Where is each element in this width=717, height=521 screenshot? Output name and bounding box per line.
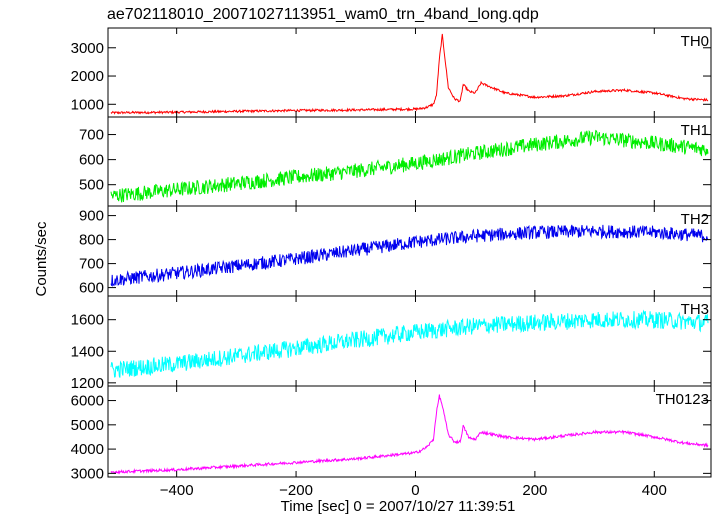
y-tick-label: 900	[79, 208, 104, 225]
x-tick-label: 400	[642, 482, 667, 499]
series-line-th0	[110, 33, 709, 115]
x-tick-label: 200	[522, 482, 547, 499]
y-tick-label: 600	[79, 152, 104, 169]
series-label-th1: TH1	[681, 122, 709, 139]
x-tick-label: 0	[411, 482, 419, 499]
panel-th3: 1200 1400 1600 TH3	[71, 295, 712, 392]
y-axis-label: Counts/sec	[33, 221, 50, 297]
panel-th1: 500 600 700 TH1	[79, 116, 712, 207]
y-tick-label: 700	[79, 127, 104, 144]
panel-frame	[107, 27, 712, 118]
y-tick-label: 700	[79, 256, 104, 273]
series-label-th2: TH2	[681, 211, 709, 228]
y-tick-label: 6000	[71, 393, 104, 410]
y-tick-label: 1000	[71, 96, 104, 113]
panel-th0123: 3000 4000 5000 6000 TH0123	[71, 385, 712, 482]
panel-frame	[107, 385, 712, 478]
y-tick-label: 2000	[71, 68, 104, 85]
panel-th2: 600 700 800 900 TH2	[79, 205, 712, 297]
y-tick-label: 500	[79, 177, 104, 194]
y-tick-label: 1400	[71, 343, 104, 360]
y-tick-label: 3000	[71, 40, 104, 57]
y-tick-label: 4000	[71, 441, 104, 458]
y-tick-label: 1600	[71, 312, 104, 329]
y-tick-label: 1200	[71, 375, 104, 392]
panel-frame	[107, 205, 712, 297]
panel-th0: 1000 2000 3000 TH0	[71, 27, 712, 118]
x-tick-label: −400	[160, 482, 194, 499]
series-line-th2	[110, 224, 709, 287]
chart-title: ae702118010_20071027113951_wam0_trn_4ban…	[107, 6, 539, 23]
series-label-th0123: TH0123	[656, 391, 709, 408]
y-tick-label: 600	[79, 280, 104, 297]
series-line-th0123	[110, 394, 709, 475]
series-label-th0: TH0	[681, 33, 709, 50]
series-line-th3	[110, 309, 709, 378]
x-axis-label: Time [sec] 0 = 2007/10/27 11:39:51	[281, 498, 516, 515]
series-line-th1	[110, 129, 709, 203]
y-tick-label: 3000	[71, 465, 104, 482]
y-tick-label: 5000	[71, 417, 104, 434]
x-tick-label: −200	[279, 482, 313, 499]
y-tick-label: 800	[79, 232, 104, 249]
series-label-th3: TH3	[681, 301, 709, 318]
